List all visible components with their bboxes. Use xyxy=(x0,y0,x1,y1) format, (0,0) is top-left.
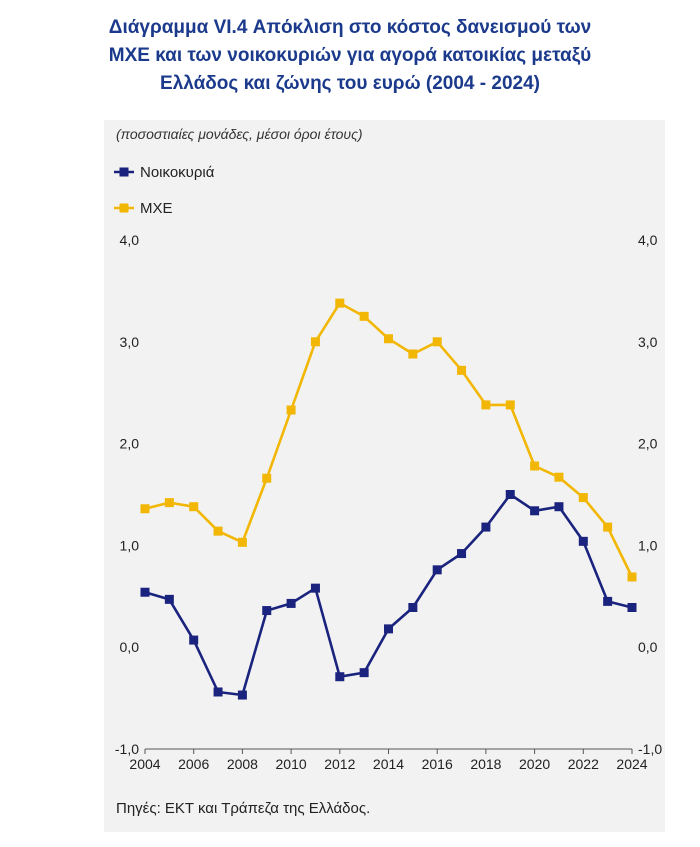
chart-title: Διάγραμμα VI.4 Απόκλιση στο κόστος δανει… xyxy=(60,14,640,98)
x-tick-label: 2004 xyxy=(129,756,160,772)
y-tick-label-right: 0,0 xyxy=(638,639,658,655)
legend-label-2: ΜΧΕ xyxy=(140,200,173,217)
y-tick-label-left: 4,0 xyxy=(120,232,140,248)
data-point-series-1 xyxy=(603,596,613,606)
y-tick-label-left: 3,0 xyxy=(120,334,140,350)
data-point-series-1 xyxy=(237,690,247,700)
data-point-series-2 xyxy=(530,461,540,471)
data-point-series-2 xyxy=(262,473,272,483)
data-point-series-2 xyxy=(237,537,247,547)
x-tick-label: 2024 xyxy=(616,756,647,772)
chart-title-line-2: ΜΧΕ και των νοικοκυριών για αγορά κατοικ… xyxy=(108,45,592,66)
x-tick-label: 2008 xyxy=(227,756,258,772)
data-point-series-1 xyxy=(189,635,199,645)
data-point-series-2 xyxy=(432,337,442,347)
y-tick-label-right: 2,0 xyxy=(638,436,658,452)
data-point-series-2 xyxy=(578,493,588,503)
data-point-series-2 xyxy=(359,311,369,321)
data-point-series-1 xyxy=(505,490,515,499)
data-point-series-1 xyxy=(457,549,467,559)
chart-axes: 4,0 4,03,0 3,02,0 2,01,0 1,00,0 0,0-1,0 -1,020… xyxy=(115,232,662,772)
series-line-2 xyxy=(144,301,634,578)
data-point-series-2 xyxy=(164,498,174,508)
data-point-series-2 xyxy=(140,504,150,514)
x-tick-label: 2018 xyxy=(470,756,501,772)
data-point-series-1 xyxy=(384,624,393,634)
data-point-series-1 xyxy=(262,606,272,616)
legend: Νοικοκυριά ΜΧΕ xyxy=(114,164,215,217)
y-tick-label-right: 1,0 xyxy=(638,537,658,553)
data-point-series-2 xyxy=(505,400,515,410)
x-tick-label: 2016 xyxy=(422,756,453,772)
chart-title-line-1: Διάγραμμα VI.4 Απόκλιση στο κόστος δανει… xyxy=(108,17,592,38)
y-tick-label-left: 1,0 xyxy=(120,537,140,553)
chart-title-line-3: Ελλάδος και ζώνης του ευρώ (2004 - 2024) xyxy=(160,73,540,94)
data-point-series-2 xyxy=(408,349,418,359)
data-point-series-1 xyxy=(432,565,442,575)
data-point-series-1 xyxy=(286,598,296,608)
y-tick-label-left: 2,0 xyxy=(120,436,140,452)
series-layer xyxy=(140,298,637,700)
data-point-series-2 xyxy=(627,572,637,582)
data-point-series-2 xyxy=(457,365,467,375)
data-point-series-2 xyxy=(213,526,223,536)
data-point-series-2 xyxy=(335,298,345,308)
data-point-series-1 xyxy=(140,587,150,597)
legend-marker-1 xyxy=(119,167,129,177)
x-tick-label: 2020 xyxy=(519,756,550,772)
data-point-series-2 xyxy=(603,522,613,532)
chart-panel xyxy=(104,120,665,832)
data-point-series-1 xyxy=(408,602,418,612)
legend-marker-2 xyxy=(119,203,129,213)
y-tick-label-left: 0,0 xyxy=(120,639,140,655)
series-line-1 xyxy=(144,493,633,697)
data-point-series-2 xyxy=(554,472,564,482)
y-tick-label-right: -1,0 xyxy=(638,741,662,757)
data-point-series-1 xyxy=(627,602,637,612)
data-point-series-2 xyxy=(310,337,320,347)
data-point-series-1 xyxy=(578,536,588,546)
data-point-series-2 xyxy=(481,400,491,410)
y-tick-label-right: 3,0 xyxy=(638,334,658,350)
source-note: Πηγές: ΕΚΤ και Τράπεζα της Ελλάδος. xyxy=(116,800,371,817)
legend-label-1: Νοικοκυριά xyxy=(140,164,215,181)
data-point-series-2 xyxy=(384,334,393,344)
y-tick-label-left: -1,0 xyxy=(115,741,139,757)
data-point-series-2 xyxy=(189,502,199,512)
data-point-series-1 xyxy=(164,594,174,604)
x-tick-label: 2022 xyxy=(568,756,599,772)
data-point-series-1 xyxy=(530,506,540,516)
y-tick-label-right: 4,0 xyxy=(638,232,658,248)
data-point-series-2 xyxy=(286,405,296,415)
data-point-series-1 xyxy=(213,687,223,697)
data-point-series-1 xyxy=(310,583,320,593)
x-tick-label: 2012 xyxy=(324,756,355,772)
data-point-series-1 xyxy=(481,522,491,532)
data-point-series-1 xyxy=(359,668,369,678)
x-tick-label: 2014 xyxy=(373,756,404,772)
data-point-series-1 xyxy=(554,502,564,512)
x-tick-label: 2006 xyxy=(178,756,209,772)
chart-subtitle: (ποσοστιαίες μονάδες, μέσοι όροι έτους) xyxy=(116,126,363,142)
x-tick-label: 2010 xyxy=(276,756,307,772)
data-point-series-1 xyxy=(335,672,345,682)
